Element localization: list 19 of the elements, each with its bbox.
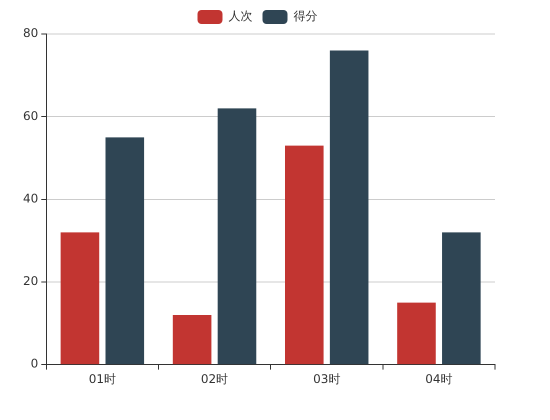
bar — [284, 146, 324, 364]
y-tick-label: 20 — [22, 274, 38, 288]
legend-label: 人次 — [228, 9, 252, 24]
bar — [106, 137, 144, 364]
x-tick-label: 01时 — [88, 372, 116, 386]
bar — [397, 302, 436, 364]
bar — [60, 232, 100, 364]
y-tick-label: 0 — [30, 356, 38, 371]
x-tick-label: 02时 — [200, 372, 228, 386]
x-tick-label: 04时 — [425, 372, 453, 386]
bar — [218, 108, 256, 364]
y-tick-label: 60 — [22, 108, 38, 123]
bar — [330, 50, 368, 364]
bar — [172, 315, 212, 364]
x-tick-label: 03时 — [313, 372, 340, 386]
legend-label: 得分 — [294, 9, 318, 24]
y-tick-label: 40 — [22, 191, 38, 206]
bar — [442, 232, 481, 364]
y-tick-label: 80 — [22, 26, 38, 40]
